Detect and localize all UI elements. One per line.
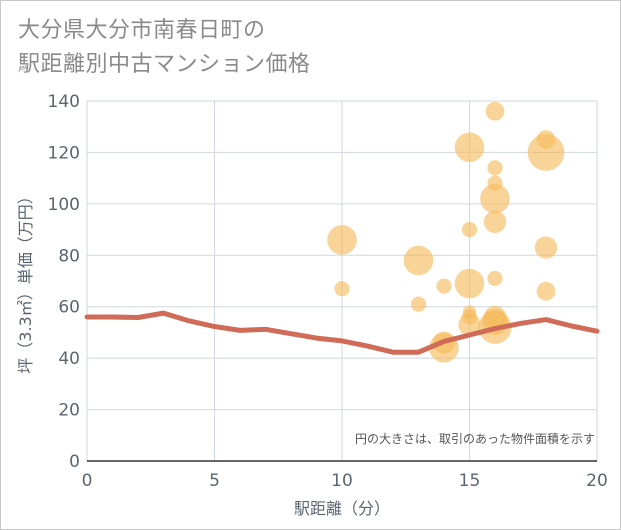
y-tick-label: 60 xyxy=(58,298,80,318)
bubble-point xyxy=(454,132,485,163)
bubble-point xyxy=(334,281,350,297)
x-tick-label: 20 xyxy=(586,471,608,491)
bubble-series xyxy=(327,101,565,363)
bubble-point xyxy=(327,225,357,255)
y-tick-label: 40 xyxy=(58,349,80,369)
y-axis-label: 坪（3.3㎡）単価（万円） xyxy=(16,188,35,373)
y-tick-label: 20 xyxy=(58,401,80,421)
chart-title-line-1: 大分県大分市南春日町の xyxy=(18,18,266,43)
y-tick-label: 100 xyxy=(48,195,80,215)
bubble-point xyxy=(403,245,434,276)
y-tick-label: 80 xyxy=(58,246,80,266)
x-tick-label: 10 xyxy=(331,471,353,491)
bubble-point xyxy=(436,278,452,294)
bubble-point xyxy=(458,313,481,336)
x-axis-ticks: 0 5 10 15 20 xyxy=(82,471,608,491)
x-axis-label: 駅距離（分） xyxy=(294,499,390,518)
x-tick-label: 0 xyxy=(82,471,93,491)
bubble-point xyxy=(485,101,505,121)
bubble-point xyxy=(534,236,558,259)
y-axis-ticks: 0 20 40 60 80 100 120 140 xyxy=(48,92,80,472)
y-tick-label: 120 xyxy=(48,143,80,163)
line-series xyxy=(84,310,600,355)
average-line xyxy=(84,310,600,355)
bubble-point xyxy=(487,160,503,176)
grid xyxy=(86,100,598,462)
bubble-point xyxy=(480,183,510,214)
x-tick-label: 15 xyxy=(459,471,481,491)
y-tick-label: 140 xyxy=(48,92,80,112)
bubble-point xyxy=(454,268,485,299)
chart-title: 大分県大分市南春日町の 駅距離別中古マンション価格 xyxy=(18,14,311,82)
chart-title-line-2: 駅距離別中古マンション価格 xyxy=(18,52,311,77)
bubble-point xyxy=(483,210,507,234)
x-tick-label: 5 xyxy=(209,471,220,491)
y-tick-label: 0 xyxy=(69,452,80,472)
bubble-point xyxy=(536,281,556,301)
bubble-point xyxy=(461,221,478,238)
bubble-point xyxy=(410,296,427,312)
bubble-point xyxy=(487,270,503,287)
size-note: 円の大きさは、取引のあった物件面積を示す xyxy=(355,431,595,446)
bubble-point xyxy=(527,134,565,171)
